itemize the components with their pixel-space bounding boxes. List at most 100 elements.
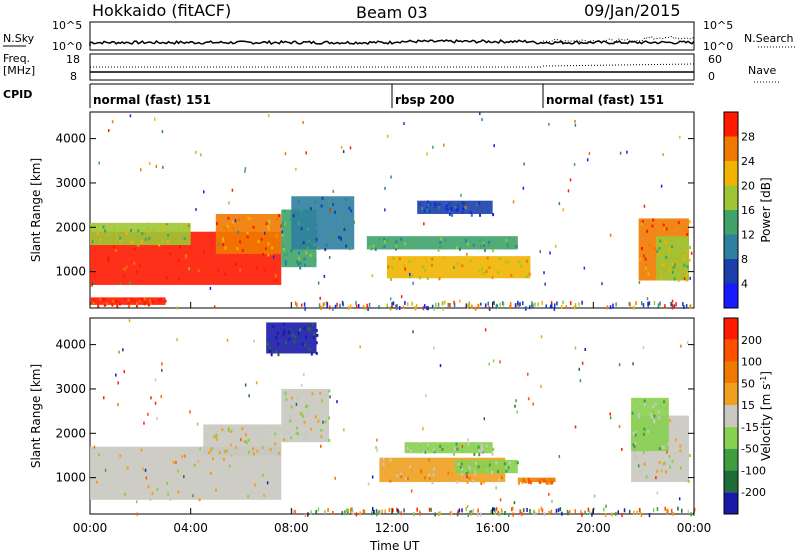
power-ground-scatter [578,302,580,307]
power-pixel [428,209,431,213]
velocity-pixel [315,351,318,355]
nsky-tick-high: 10^5 [52,19,82,32]
power-ground-scatter [318,303,321,308]
power-pixel [654,247,657,251]
nsearch-label: N.Search [744,32,794,45]
power-pixel [305,251,308,255]
power-echo [583,266,586,270]
power-pixel [247,216,250,220]
velocity-pixel [643,462,646,466]
velocity-pixel [642,432,645,436]
velocity-ground-scatter [346,508,348,513]
power-pixel [675,252,678,256]
power-pixel [673,277,676,281]
power-colorbar-cell [724,185,738,210]
power-ground-scatter [444,300,446,305]
velocity-echo [196,422,199,426]
power-pixel [147,226,150,230]
power-echo [213,305,216,309]
power-echo [295,167,297,171]
power-pixel [462,203,465,207]
velocity-ground-scatter [529,509,531,514]
velocity-echo [319,444,322,448]
velocity-pixel [211,447,214,451]
velocity-pixel [465,471,468,475]
power-region [366,236,518,250]
power-ground-scatter [296,302,298,307]
velocity-pixel [428,473,431,477]
power-echo [548,122,550,126]
power-ground-scatter [648,301,651,306]
power-pixel [138,264,141,268]
power-ground-scatter [529,305,531,310]
power-ground-scatter [545,304,548,309]
power-echo [573,163,576,167]
power-pixel [403,263,406,267]
velocity-ground-scatter [664,506,666,511]
velocity-ground-scatter [479,512,482,517]
velocity-pixel [95,480,98,484]
power-ground-scatter [522,301,524,306]
velocity-pixel [645,475,648,479]
cpid-segment-label: normal (fast) 151 [546,93,664,107]
power-pixel [370,247,373,251]
power-pixel [404,242,407,246]
power-ground-scatter [657,303,660,308]
nave-line-late [542,63,695,67]
velocity-pixel [419,443,422,447]
velocity-pixel [288,337,291,341]
velocity-pixel [422,450,425,454]
power-echo [403,122,405,126]
power-pixel [92,301,95,305]
power-ground-scatter [541,300,543,305]
power-pixel [101,297,104,301]
power-pixel [107,255,110,259]
velocity-pixel [639,406,642,410]
nsky-tick-low: 10^0 [52,40,82,53]
velocity-pixel [197,461,200,465]
power-pixel [91,240,94,244]
velocity-echo [266,481,269,485]
power-echo [689,276,691,280]
velocity-pixel [290,436,293,440]
power-pixel [455,208,458,212]
velocity-ground-scatter [398,510,400,515]
power-ground-scatter [304,306,306,311]
power-echo [539,250,542,254]
power-ground-scatter [653,301,656,306]
velocity-pixel [522,477,525,481]
velocity-colorbar-cell [724,318,738,340]
power-pixel [149,302,152,306]
power-ground-scatter [487,301,489,306]
velocity-ground-scatter [557,508,560,513]
velocity-pixel [283,329,286,333]
power-pixel [267,242,270,246]
velocity-panel: 1000 2000 3000 4000 Slant Range [km] 200 100… [29,302,773,553]
power-colorbar-cell [724,112,738,137]
power-echo [98,161,100,165]
power-echo [176,306,178,310]
power-echo [384,186,386,190]
power-pixel [387,265,390,269]
power-pixel [182,226,185,230]
velocity-pixel [637,415,640,419]
power-echo [269,221,271,225]
velocity-echo [666,450,668,454]
velocity-pixel [247,439,250,443]
velocity-pixel [653,420,656,424]
velocity-pixel [241,446,244,450]
power-ground-scatter [355,304,358,309]
power-ground-scatter [437,302,440,307]
power-pixel [292,214,295,218]
velocity-ground-scatter [591,512,593,517]
power-echo [453,265,455,269]
power-echo [567,189,570,193]
velocity-ground-scatter [476,513,479,518]
power-echo [129,114,132,118]
power-ground-scatter [323,301,326,306]
power-pixel [431,257,434,261]
power-pixel [372,244,375,248]
velocity-pixel [663,461,666,465]
power-ground-scatter [647,301,649,306]
velocity-pixel [471,442,474,446]
